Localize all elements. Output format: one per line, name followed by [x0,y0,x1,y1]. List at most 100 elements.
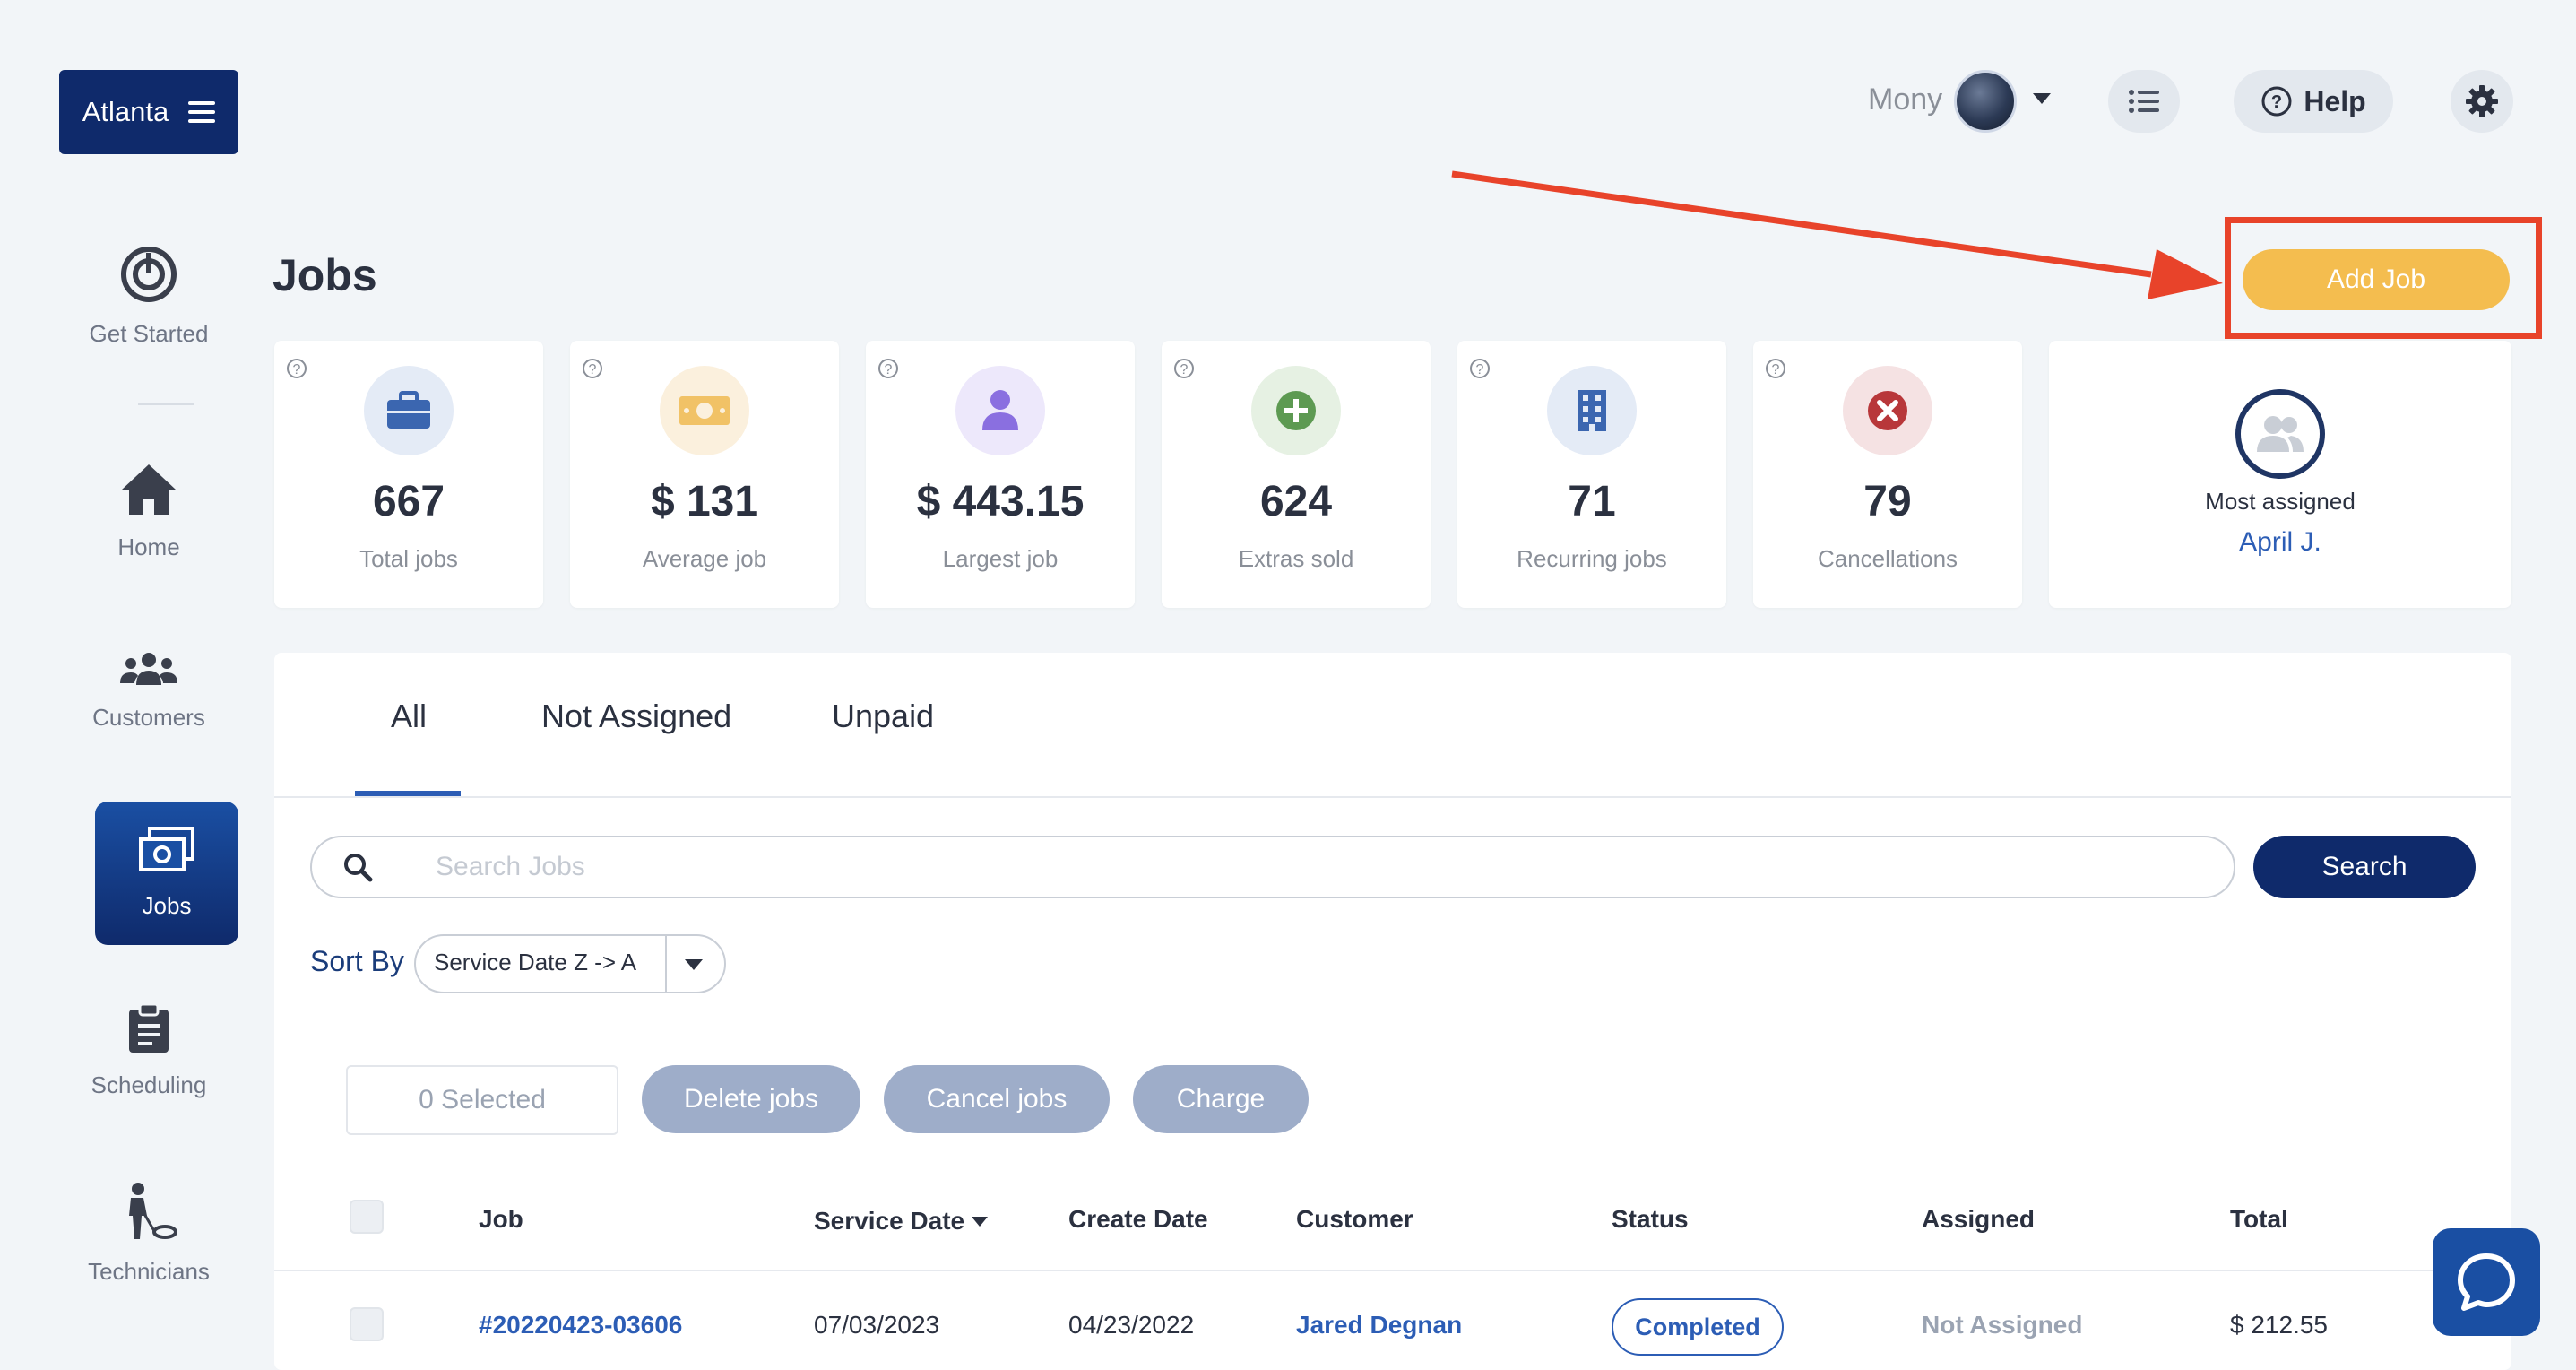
column-header-label: Service Date [814,1207,965,1235]
stat-card-recurring-jobs: ? 71 Recurring jobs [1457,341,1726,608]
sort-divider [665,936,667,992]
stat-value: 667 [372,478,445,525]
job-link[interactable]: #20220423-03606 [479,1311,683,1339]
sidebar-item-label: Customers [92,704,205,731]
chat-widget-button[interactable] [2433,1228,2540,1336]
sidebar-item-technicians[interactable]: Technicians [59,1182,238,1286]
user-name[interactable]: Mony [1868,82,1943,117]
charge-button[interactable]: Charge [1133,1065,1309,1133]
search-icon [344,854,373,882]
stat-card-average-job: ? $ 131 Average job [570,341,839,608]
chevron-down-icon[interactable] [2033,93,2051,104]
sidebar-item-label: Scheduling [91,1071,207,1098]
row-checkbox[interactable] [350,1307,384,1341]
briefcase-icon [364,366,454,455]
stat-value: 79 [1863,478,1912,525]
gear-icon [2466,85,2498,117]
active-tab-indicator [355,791,461,796]
tab-all[interactable]: All [391,698,428,734]
avatar[interactable] [1954,70,2017,133]
delete-jobs-button[interactable]: Delete jobs [642,1065,860,1133]
assigned-cell: Not Assigned [1922,1311,2083,1339]
stat-label: Average job [642,545,767,572]
column-header-service-date[interactable]: Service Date [814,1207,989,1236]
x-circle-icon [1843,366,1932,455]
question-icon[interactable]: ? [583,359,602,378]
cancel-jobs-button[interactable]: Cancel jobs [884,1065,1110,1133]
sort-select[interactable] [414,934,726,993]
users-icon [120,653,177,685]
building-icon [1547,366,1637,455]
list-view-button[interactable] [2108,70,2180,133]
power-icon [121,247,177,302]
create-date-cell: 04/23/2022 [1068,1311,1195,1339]
tab-unpaid[interactable]: Unpaid [832,698,935,734]
search-box [310,836,2235,898]
sort-value[interactable]: Service Date Z -> A [434,949,637,975]
stat-card-largest-job: ? $ 443.15 Largest job [866,341,1135,608]
stat-value: $ 443.15 [916,478,1085,525]
stat-card-total-jobs: ? 667 Total jobs [274,341,543,608]
question-icon[interactable]: ? [1766,359,1785,378]
column-header-total[interactable]: Total [2230,1205,2288,1233]
sidebar-item-jobs[interactable]: Jobs [95,802,238,945]
search-button[interactable]: Search [2253,836,2476,898]
sort-desc-icon [972,1216,989,1227]
stat-label: Cancellations [1817,545,1958,572]
stat-value: $ 131 [650,478,759,525]
list-icon [2129,90,2159,113]
column-header-create-date[interactable]: Create Date [1068,1205,1208,1233]
sidebar-item-label: Technicians [88,1258,210,1285]
chevron-down-icon[interactable] [685,959,703,970]
add-job-button[interactable]: Add Job [2243,249,2510,310]
stat-card-cancellations: ? 79 Cancellations [1753,341,2022,608]
question-icon[interactable]: ? [1174,359,1194,378]
sidebar-item-get-started[interactable]: Get Started [59,246,238,348]
location-label: Atlanta [82,96,169,127]
money-icon [660,366,749,455]
chat-bubble-icon [2458,1253,2515,1311]
column-header-customer[interactable]: Customer [1296,1205,1413,1233]
column-header-job[interactable]: Job [479,1205,523,1233]
stat-label: Extras sold [1238,545,1354,572]
hamburger-icon [188,101,216,123]
question-icon[interactable]: ? [878,359,898,378]
location-menu-button[interactable]: Atlanta [59,70,238,154]
tab-not-assigned[interactable]: Not Assigned [541,698,732,734]
stat-value: 71 [1568,478,1616,525]
sidebar-item-home[interactable]: Home [59,463,238,561]
column-header-assigned[interactable]: Assigned [1922,1205,2036,1233]
table-header-divider [274,1270,2511,1271]
home-icon [122,464,176,515]
question-icon[interactable]: ? [287,359,307,378]
settings-button[interactable] [2451,70,2513,133]
sidebar-item-label: Home [117,533,180,560]
total-cell: $ 212.55 [2230,1311,2328,1339]
person-icon [955,366,1045,455]
customer-link[interactable]: Jared Degnan [1296,1311,1463,1339]
annotation-arrow [1451,170,2223,299]
stat-label: Recurring jobs [1517,545,1667,572]
search-input[interactable] [434,846,2140,888]
svg-text:?: ? [2271,92,2282,112]
help-button[interactable]: ? Help [2234,70,2393,133]
most-assigned-name[interactable]: April J. [2239,527,2321,557]
selected-count: 0 Selected [346,1065,618,1135]
service-date-cell: 07/03/2023 [814,1311,940,1339]
clipboard-icon [129,1002,169,1053]
page-title: Jobs [272,250,377,300]
sidebar-item-label: Get Started [89,320,209,347]
question-circle-icon: ? [2261,86,2292,117]
status-badge: Completed [1612,1298,1784,1356]
question-icon[interactable]: ? [1470,359,1490,378]
technician-icon [129,1183,177,1239]
sidebar-item-label: Jobs [142,892,192,919]
sort-label: Sort By [310,945,404,977]
column-header-status[interactable]: Status [1612,1205,1689,1233]
jobs-icon [139,827,194,871]
sidebar-item-customers[interactable]: Customers [59,651,238,732]
stat-value: 624 [1259,478,1333,525]
sidebar-item-scheduling[interactable]: Scheduling [59,1002,238,1099]
select-all-checkbox[interactable] [350,1200,384,1234]
jobs-panel [274,653,2511,1370]
